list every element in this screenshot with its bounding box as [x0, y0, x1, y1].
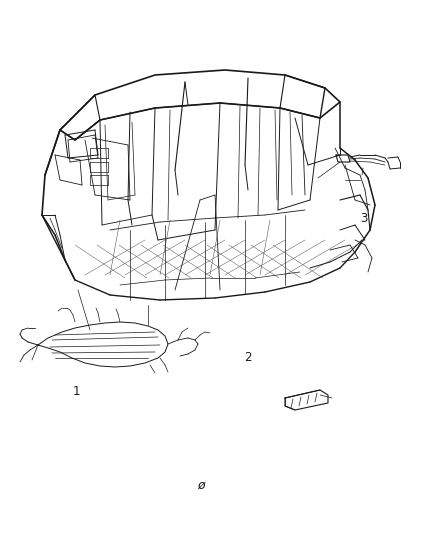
Text: 1: 1 — [73, 385, 81, 398]
Text: 2: 2 — [244, 351, 251, 364]
Text: 3: 3 — [360, 212, 367, 225]
Text: ø: ø — [198, 479, 205, 491]
